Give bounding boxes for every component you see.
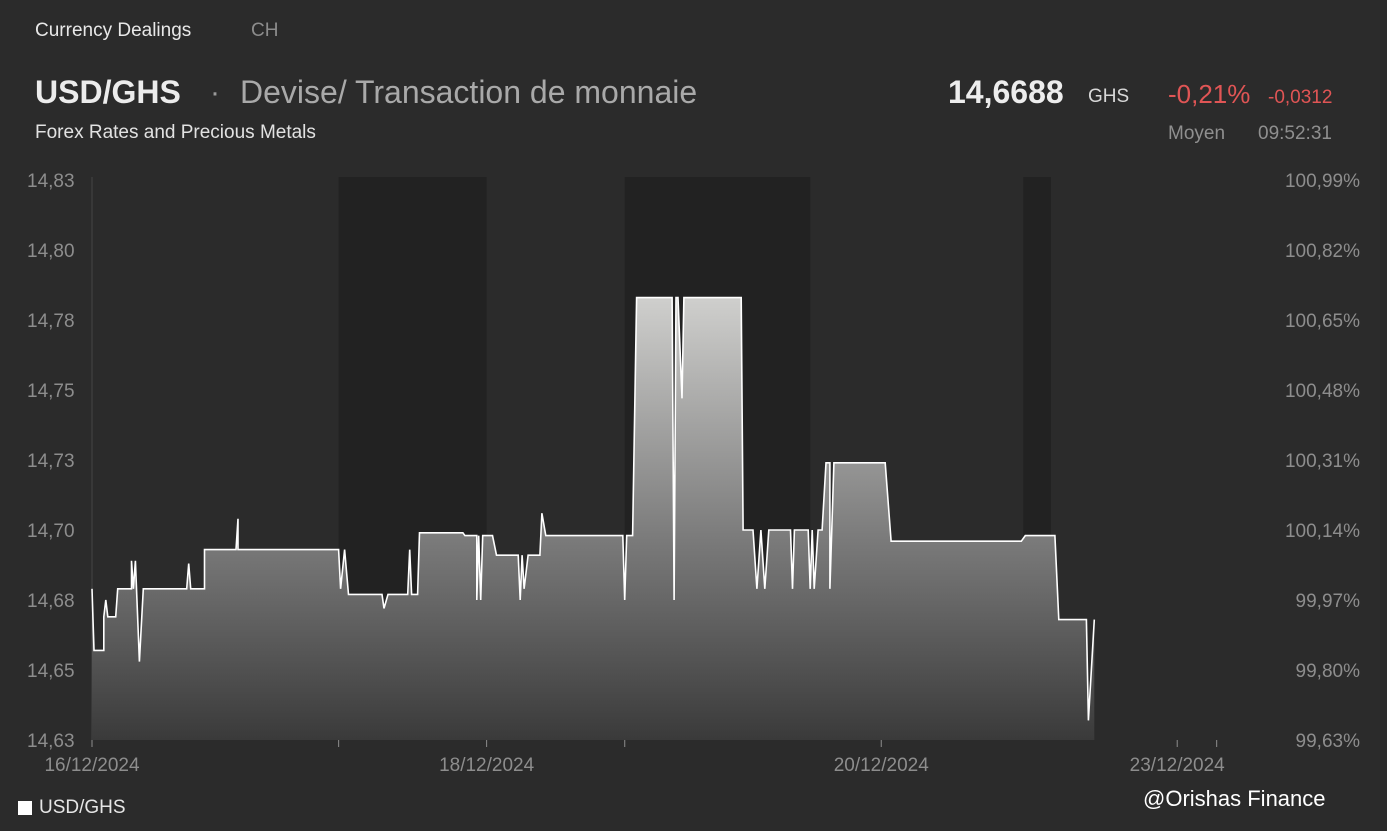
watermark: @Orishas Finance: [1143, 786, 1326, 811]
y2-tick-label: 100,31%: [1285, 451, 1360, 472]
y2-tick-label: 99,97%: [1296, 591, 1361, 612]
series-area: [92, 297, 1095, 740]
symbol-title: USD/GHS: [35, 74, 181, 110]
legend-label: USD/GHS: [39, 797, 126, 818]
x-tick-label: 18/12/2024: [439, 755, 535, 776]
y-tick-label: 14,73: [27, 451, 75, 472]
title-separator: ·: [210, 76, 220, 109]
y2-tick-label: 99,80%: [1296, 661, 1361, 682]
instrument-description: Devise/ Transaction de monnaie: [240, 74, 698, 110]
x-tick-label: 23/12/2024: [1130, 755, 1226, 776]
y-tick-label: 14,63: [27, 731, 75, 752]
last-price: 14,6688: [948, 74, 1064, 110]
y-axis-left: 14,63 14,65 14,68 14,70 14,73 14,75 14,78 14,80…: [27, 171, 93, 752]
y-tick-label: 14,65: [27, 661, 75, 682]
x-axis: 16/12/2024 18/12/2024 20/12/2024 23/12/2024: [44, 740, 1225, 776]
y2-tick-label: 100,82%: [1285, 241, 1360, 262]
series-line: [91, 296, 1096, 721]
y2-tick-label: 99,63%: [1296, 731, 1361, 752]
y-axis-right: 99,63% 99,80% 99,97% 100,14% 100,31% 100,48% 1…: [1285, 171, 1360, 752]
change-percent: -0,21%: [1168, 79, 1251, 109]
legend[interactable]: USD/GHS: [18, 797, 126, 819]
y2-tick-label: 100,14%: [1285, 521, 1360, 542]
y-tick-label: 14,75: [27, 381, 75, 402]
tab-currency-dealings[interactable]: Currency Dealings: [35, 20, 192, 41]
y-tick-label: 14,70: [27, 521, 75, 542]
x-tick-label: 20/12/2024: [834, 755, 930, 776]
quote-time: 09:52:31: [1258, 123, 1332, 144]
y-tick-label: 14,83: [27, 171, 75, 192]
y-tick-label: 14,78: [27, 311, 75, 332]
y2-tick-label: 100,48%: [1285, 381, 1360, 402]
change-absolute: -0,0312: [1268, 87, 1333, 108]
y-tick-label: 14,68: [27, 591, 75, 612]
price-unit: GHS: [1088, 86, 1130, 107]
y-tick-label: 14,80: [27, 241, 75, 262]
price-mode: Moyen: [1168, 123, 1226, 144]
x-tick-label: 16/12/2024: [44, 755, 140, 776]
legend-swatch: [18, 801, 32, 815]
series-usd-ghs: [91, 296, 1096, 740]
tab-ch[interactable]: CH: [251, 20, 279, 41]
y2-tick-label: 100,65%: [1285, 311, 1360, 332]
y2-tick-label: 100,99%: [1285, 171, 1360, 192]
market-subtitle: Forex Rates and Precious Metals: [35, 122, 316, 143]
